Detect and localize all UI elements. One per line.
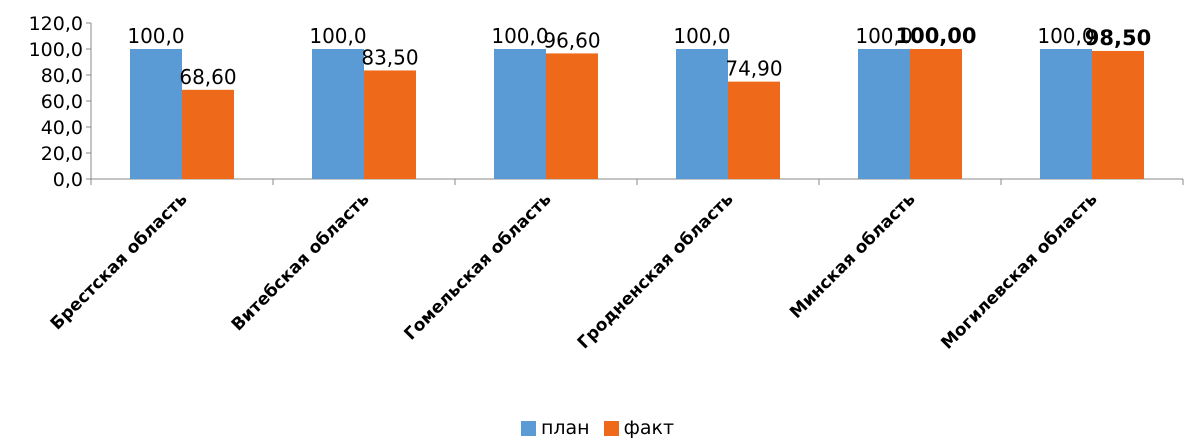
bar-fact	[1092, 50, 1144, 180]
data-label-plan: 100,0	[1037, 24, 1094, 48]
legend-item-fact: факт	[603, 417, 675, 439]
data-label-plan: 100,0	[127, 24, 184, 48]
data-label-plan: 100,0	[491, 24, 548, 48]
data-label-fact: 96,60	[543, 28, 600, 52]
legend-swatch-fact	[603, 420, 619, 436]
bar-plan	[312, 49, 364, 179]
y-tick-label: 40,0	[41, 117, 83, 139]
legend-item-plan: план	[520, 417, 590, 439]
category-label: Витебская область	[228, 189, 374, 335]
legend-label-plan: план	[540, 417, 590, 439]
bar-fact	[546, 53, 598, 179]
y-tick-label: 60,0	[41, 91, 83, 113]
bar-fact	[182, 89, 234, 179]
data-label-plan: 100,0	[855, 24, 912, 48]
category-label: Гомельская область	[401, 189, 556, 344]
data-label-fact: 98,50	[1085, 26, 1151, 50]
category-label: Могилевская область	[937, 189, 1101, 353]
category-label: Минская область	[786, 189, 919, 322]
bar-plan	[1040, 49, 1092, 179]
y-tick-label: 20,0	[41, 143, 83, 165]
data-label-fact: 100,00	[895, 24, 976, 48]
y-tick-label: 120,0	[29, 13, 83, 35]
data-label-fact: 83,50	[361, 45, 418, 69]
bar-plan	[858, 49, 910, 179]
data-label-fact: 68,60	[179, 65, 236, 89]
y-tick-label: 100,0	[29, 39, 83, 61]
bar-fact	[910, 49, 962, 179]
bar-plan	[130, 49, 182, 179]
legend-label-fact: факт	[623, 417, 675, 439]
bar-plan	[676, 49, 728, 179]
y-tick-label: 0,0	[53, 169, 83, 191]
data-label-fact: 74,90	[725, 57, 782, 81]
legend-swatch-plan	[520, 420, 536, 436]
data-label-plan: 100,0	[673, 24, 730, 48]
category-label: Брестская область	[47, 189, 192, 334]
bar-plan	[494, 49, 546, 179]
bar-fact	[364, 70, 416, 179]
y-tick-label: 80,0	[41, 65, 83, 87]
category-label: Гродненская область	[574, 189, 738, 353]
data-label-plan: 100,0	[309, 24, 366, 48]
bar-fact	[728, 81, 780, 179]
legend: план факт	[0, 414, 1195, 442]
